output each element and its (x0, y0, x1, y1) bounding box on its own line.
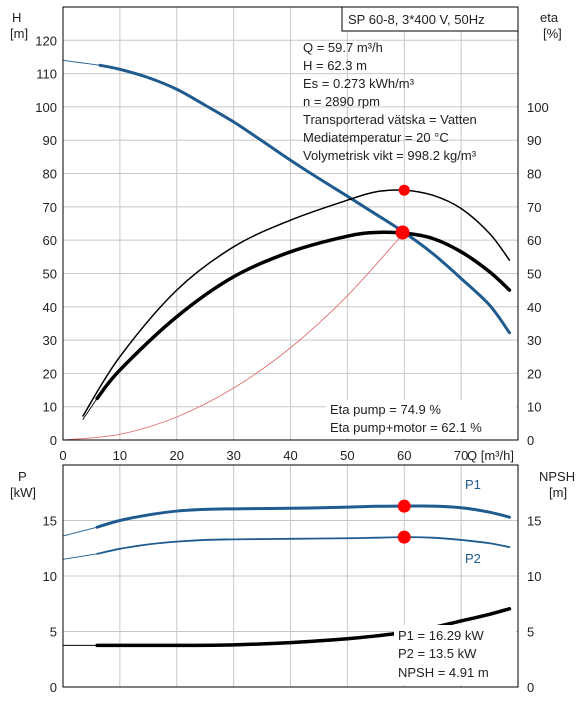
top-curves (62, 59, 512, 441)
series-label-p1: P1 (465, 477, 481, 492)
info-line-density: Volymetrisk vikt = 998.2 kg/m³ (303, 148, 477, 163)
bottom-tick-labels: 0 5 10 15 0 5 10 15 (43, 514, 542, 696)
bottom-series-p1-ext (62, 526, 98, 537)
top-ylabel-right-line2: [%] (543, 26, 562, 41)
top-ylabel-left-line2: [m] (10, 26, 28, 41)
top-series-h (98, 63, 511, 335)
top-y-left-tick-label: 60 (43, 233, 57, 248)
top-y-left-tick-label: 40 (43, 300, 57, 315)
top-y-right-tick-label: 50 (527, 266, 541, 281)
top-y-right-tick-label: 40 (527, 300, 541, 315)
chart-title: SP 60-8, 3*400 V, 50Hz (348, 12, 485, 27)
top-operating-point-2 (395, 225, 410, 240)
top-y-left-tick-label: 80 (43, 167, 57, 182)
top-x-tick-label: 40 (283, 448, 297, 463)
top-y-left-tick-label: 30 (43, 333, 57, 348)
info-p1: P1 = 16.29 kW (398, 628, 484, 643)
bottom-y-right-tick-label: 0 (527, 680, 534, 695)
bottom-plot-frame (62, 464, 519, 688)
operating-point-info: Q = 59.7 m³/h H = 62.3 m Es = 0.273 kWh/… (303, 40, 477, 163)
top-y-right-tick-label: 20 (527, 366, 541, 381)
efficiency-info-box (326, 400, 516, 438)
top-y-right-tick-label: 0 (527, 433, 534, 448)
info-p2: P2 = 13.5 kW (398, 646, 477, 661)
top-y-right-tick-label: 60 (527, 233, 541, 248)
top-x-tick-label: 50 (340, 448, 354, 463)
top-x-tick-label: 60 (397, 448, 411, 463)
top-y-left-tick-label: 100 (35, 100, 57, 115)
top-y-left-tick-label: 10 (43, 400, 57, 415)
power-info-box (394, 625, 516, 685)
info-line-liquid: Transporterad vätska = Vatten (303, 112, 477, 127)
bottom-y-left-tick-label: 5 (50, 625, 57, 640)
chart-title-box (341, 6, 519, 32)
top-x-tick-label: 20 (170, 448, 184, 463)
top-series-h-ext (62, 59, 101, 66)
eta-pump-label: Eta pump = 74.9 % (330, 402, 441, 417)
top-y-right-tick-label: 30 (527, 333, 541, 348)
bottom-series-npsh (95, 607, 512, 648)
top-y-left-tick-label: 0 (50, 433, 57, 448)
info-line-temperature: Mediatemperatur = 20 °C (303, 130, 449, 145)
top-series-eta-pump (82, 189, 511, 417)
info-line-es: Es = 0.273 kWh/m³ (303, 76, 415, 91)
bottom-y-right-tick-label: 15 (527, 514, 541, 529)
top-y-left-tick-label: 120 (35, 33, 57, 48)
bottom-y-right-tick-label: 10 (527, 569, 541, 584)
top-x-tick-label: 10 (113, 448, 127, 463)
top-y-left-tick-label: 50 (43, 266, 57, 281)
top-series-system (62, 232, 405, 441)
eta-pump-motor-label: Eta pump+motor = 62.1 % (330, 420, 482, 435)
bottom-ylabel-left-line1: P (18, 469, 27, 484)
top-x-tick-label: 70 (454, 448, 468, 463)
bottom-operating-point-1 (397, 499, 411, 513)
info-line-q: Q = 59.7 m³/h (303, 40, 383, 55)
top-y-right-tick-label: 70 (527, 200, 541, 215)
top-series-eta-pump-motor (95, 230, 512, 401)
top-y-left-tick-label: 110 (36, 67, 57, 82)
bottom-ylabel-right-line1: NPSH (539, 469, 575, 484)
bottom-y-left-tick-label: 10 (43, 569, 57, 584)
top-y-left-tick-label: 70 (43, 200, 57, 215)
top-x-tick-label: 0 (59, 448, 66, 463)
bottom-series-p2 (96, 536, 511, 555)
top-plot-frame (62, 6, 519, 441)
top-y-right-tick-label: 80 (527, 167, 541, 182)
top-y-right-tick-label: 10 (527, 400, 541, 415)
top-y-right-tick-label: 100 (527, 100, 549, 115)
bottom-ylabel-right-line2: [m] (549, 485, 567, 500)
bottom-ylabel-left-line2: [kW] (10, 485, 36, 500)
bottom-y-right-tick-label: 5 (527, 625, 534, 640)
top-operating-point-1 (398, 184, 410, 196)
top-y-left-tick-label: 90 (43, 133, 57, 148)
top-ylabel-left-line1: H (12, 10, 21, 25)
bottom-series-p1 (95, 504, 511, 529)
top-series-eta-motor-ext (82, 397, 98, 420)
bottom-y-left-tick-label: 15 (43, 514, 57, 529)
top-y-left-tick-label: 20 (43, 366, 57, 381)
series-label-p2: P2 (465, 551, 481, 566)
top-x-tick-label: 30 (226, 448, 240, 463)
info-npsh: NPSH = 4.91 m (398, 665, 489, 680)
info-line-h: H = 62.3 m (303, 58, 367, 73)
bottom-series-p2-ext (62, 553, 98, 560)
bottom-curves (62, 499, 512, 648)
top-tick-labels: 0 10 20 30 40 50 60 700102030405060708090100110… (35, 33, 548, 463)
info-line-n: n = 2890 rpm (303, 94, 380, 109)
bottom-y-left-tick-label: 0 (50, 680, 57, 695)
top-xlabel: Q [m³/h] (467, 448, 514, 463)
top-ylabel-right-line1: eta (540, 10, 559, 25)
top-grid (63, 7, 518, 440)
top-y-right-tick-label: 90 (527, 133, 541, 148)
bottom-operating-point-2 (397, 530, 411, 544)
